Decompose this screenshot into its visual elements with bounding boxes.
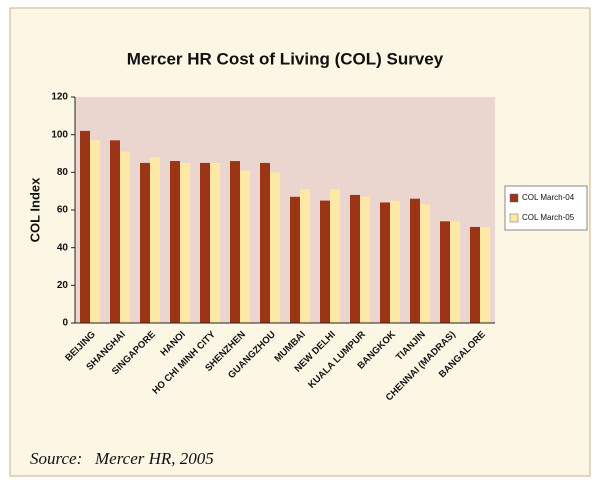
legend-label: COL March-04 bbox=[522, 193, 575, 202]
bar bbox=[260, 162, 270, 323]
bar bbox=[210, 162, 220, 323]
y-tick-label: 20 bbox=[57, 280, 69, 291]
y-tick-label: 60 bbox=[57, 205, 69, 216]
bar bbox=[270, 172, 280, 323]
bar bbox=[330, 189, 340, 323]
bar bbox=[290, 196, 300, 323]
bar bbox=[300, 189, 310, 323]
bar bbox=[90, 140, 100, 323]
bar bbox=[470, 226, 480, 323]
bar bbox=[200, 162, 210, 323]
bar bbox=[110, 140, 120, 323]
bar bbox=[120, 151, 130, 323]
source-note: Source: Mercer HR, 2005 bbox=[30, 449, 214, 468]
y-tick-label: 120 bbox=[51, 92, 68, 103]
legend-swatch bbox=[509, 213, 519, 223]
bar bbox=[360, 196, 370, 323]
bar bbox=[480, 226, 490, 323]
bar bbox=[420, 204, 430, 323]
chart-title: Mercer HR Cost of Living (COL) Survey bbox=[127, 49, 444, 68]
bar bbox=[380, 202, 390, 323]
legend-swatch bbox=[509, 193, 519, 203]
y-tick-label: 40 bbox=[57, 242, 69, 253]
legend-label: COL March-05 bbox=[522, 213, 575, 222]
bar bbox=[240, 170, 250, 323]
bar bbox=[170, 161, 180, 323]
y-tick-label: 100 bbox=[51, 129, 68, 140]
plot-area bbox=[75, 97, 495, 323]
bar bbox=[440, 221, 450, 323]
bar bbox=[180, 162, 190, 323]
bar bbox=[320, 200, 330, 323]
bar bbox=[350, 194, 360, 323]
y-axis-label: COL Index bbox=[27, 177, 42, 243]
bar bbox=[230, 161, 240, 323]
bar bbox=[390, 200, 400, 323]
bar bbox=[410, 198, 420, 323]
y-tick-label: 0 bbox=[62, 318, 68, 329]
y-tick-label: 80 bbox=[57, 167, 69, 178]
bar bbox=[80, 130, 90, 323]
bar bbox=[140, 162, 150, 323]
bar bbox=[150, 157, 160, 323]
bar bbox=[450, 221, 460, 323]
legend-box bbox=[504, 185, 588, 231]
